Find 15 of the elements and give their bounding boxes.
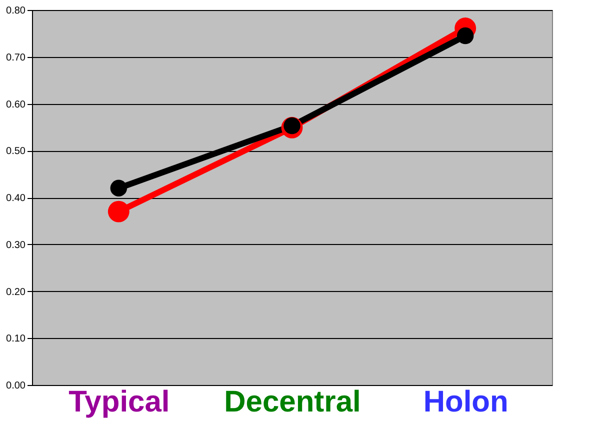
point	[108, 200, 130, 222]
y-tick-label: 0.60	[6, 99, 26, 110]
x-tick-label: Holon	[423, 386, 508, 418]
point	[456, 27, 474, 44]
y-tick-label: 0.50	[6, 146, 26, 158]
x-tick-label: Typical	[68, 386, 170, 418]
y-tick-label: 0.40	[6, 193, 26, 204]
point	[110, 180, 128, 196]
y-tick-label: 0.80	[6, 6, 26, 16]
y-tick-label: 0.20	[6, 286, 26, 298]
x-tick-label: Decentral	[224, 386, 361, 418]
y-tick-label: 0.00	[6, 380, 26, 392]
y-tick-label: 0.30	[6, 240, 26, 251]
y-tick-label: 0.70	[6, 52, 26, 64]
y-tick-label: 0.10	[6, 334, 26, 345]
